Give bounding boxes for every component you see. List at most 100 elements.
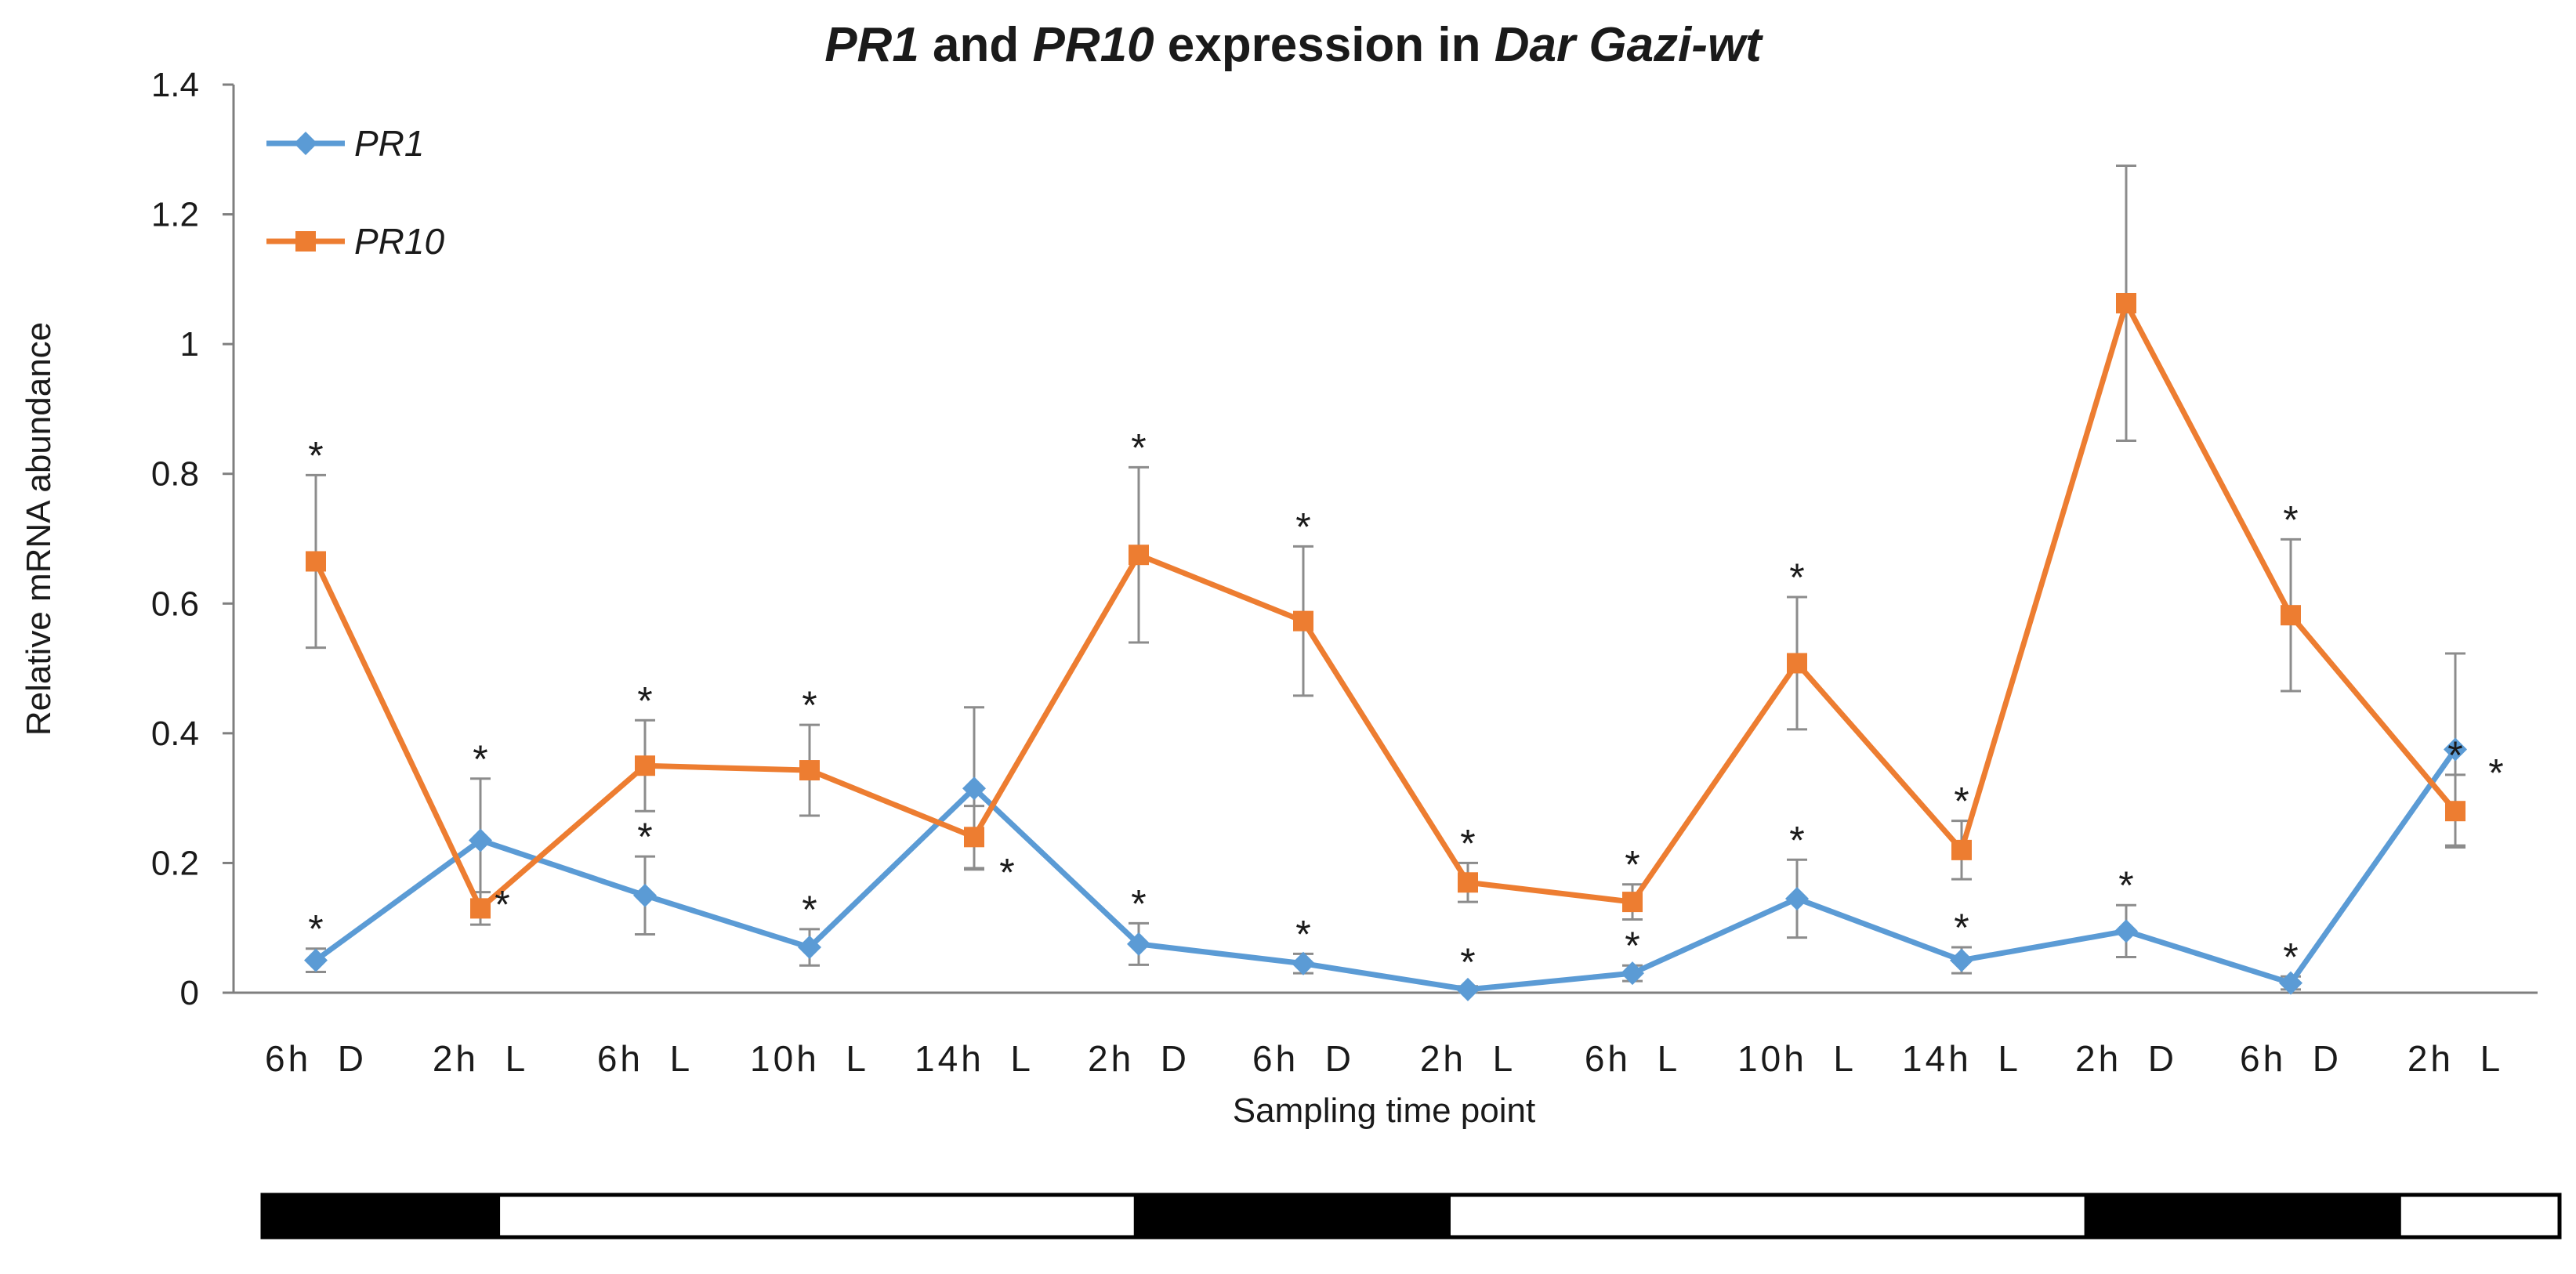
data-point-pr10 <box>2445 801 2465 822</box>
significance-star-pr1: * <box>473 737 487 781</box>
y-tick-label: 1.4 <box>151 66 199 104</box>
data-point-pr10 <box>1951 839 1972 860</box>
x-tick-label: 2h L <box>2408 1038 2503 1079</box>
significance-star-pr10: * <box>1789 556 1804 599</box>
data-point-pr1 <box>1950 948 1973 972</box>
data-point-pr10 <box>635 755 655 776</box>
photoperiod-dark-segment <box>263 1195 501 1237</box>
legend-marker-pr1 <box>294 132 317 155</box>
photoperiod-bar <box>260 1193 2562 1240</box>
significance-star-pr10: * <box>1460 821 1475 865</box>
x-tick-label: 14h L <box>1902 1038 2021 1079</box>
data-point-pr1 <box>2444 737 2467 762</box>
photoperiod-light-segment <box>2400 1195 2560 1237</box>
error-bars <box>306 164 2465 994</box>
significance-star-pr1: * <box>1460 940 1475 984</box>
x-tick-label: 6h L <box>597 1038 693 1079</box>
significance-star-pr10: * <box>2283 498 2298 541</box>
significance-star-pr1: * <box>1954 906 1969 950</box>
significance-star-pr1: * <box>802 888 817 932</box>
data-point-pr1 <box>962 776 986 801</box>
significance-star-pr1: * <box>637 815 652 859</box>
chart-title-part: expression in <box>1154 18 1495 72</box>
y-tick-label: 1 <box>180 325 199 364</box>
data-point-pr1 <box>798 936 821 960</box>
x-tick-label: 10h L <box>1737 1038 1857 1079</box>
data-point-pr10 <box>470 898 491 919</box>
data-point-pr1 <box>1785 886 1809 910</box>
significance-star-pr10: * <box>1131 425 1146 469</box>
significance-star-pr10: * <box>999 850 1014 894</box>
data-point-pr10 <box>306 551 326 572</box>
photoperiod-bar-outline <box>260 1193 2562 1240</box>
data-point-pr1 <box>1127 932 1150 956</box>
data-point-pr10 <box>1787 653 1807 674</box>
photoperiod-dark-segment <box>2084 1195 2401 1237</box>
y-axis-label-group: Relative mRNA abundance <box>20 322 58 736</box>
y-tick-label: 0 <box>180 974 199 1012</box>
data-point-pr10 <box>1622 892 1643 913</box>
legend-label-pr10: PR10 <box>354 221 444 262</box>
chart-title: PR1 and PR10 expression in Dar Gazi-wt <box>824 18 1763 72</box>
x-tick-label: 2h L <box>1420 1038 1516 1079</box>
significance-star-pr10: * <box>1954 780 1969 823</box>
x-tick-label: 6h D <box>1252 1038 1354 1079</box>
x-axis-label: Sampling time point <box>1233 1091 1535 1130</box>
series-lines <box>313 300 2458 993</box>
y-tick-label: 0.8 <box>151 455 199 494</box>
significance-star-pr1: * <box>2283 935 2298 979</box>
significance-star-pr1: * <box>2488 751 2503 795</box>
y-tick-label: 0.4 <box>151 715 199 753</box>
x-tick-label: 2h D <box>2075 1038 2177 1079</box>
significance-star-pr1: * <box>308 907 323 951</box>
significance-star-pr1: * <box>1625 924 1639 968</box>
data-point-pr1 <box>2279 971 2302 995</box>
chart-title-part: Dar Gazi-wt <box>1495 18 1763 72</box>
data-point-pr1 <box>1621 961 1644 986</box>
axes <box>223 83 2538 994</box>
legend-label-pr1: PR1 <box>354 123 424 164</box>
data-point-pr1 <box>2114 919 2138 943</box>
significance-stars: * * * * * * * * * * * * * * * * * * * * * * * * * * <box>308 425 2503 983</box>
data-point-pr1 <box>1292 951 1315 975</box>
series-line-pr10 <box>313 300 2458 911</box>
significance-star-pr1: * <box>1295 912 1310 956</box>
data-point-pr10 <box>2281 605 2301 626</box>
x-tick-label: 10h L <box>750 1038 869 1079</box>
significance-star-pr10: * <box>1625 843 1639 887</box>
data-point-pr10 <box>1293 610 1313 632</box>
legend-marker-pr10 <box>295 231 316 252</box>
y-tick-labels: 0 0.2 0.4 0.6 0.8 1 1.2 1.4 <box>151 66 199 1012</box>
legend: PR1 PR10 <box>266 123 444 262</box>
data-point-pr10 <box>799 760 820 781</box>
data-point-pr1 <box>633 883 657 907</box>
significance-star-pr10: * <box>1295 505 1310 548</box>
chart-title-part: and <box>919 18 1033 72</box>
photoperiod-dark-segment <box>1133 1195 1451 1237</box>
x-tick-label: 2h D <box>1088 1038 1190 1079</box>
data-point-pr1 <box>1456 977 1480 1001</box>
significance-star-pr1: * <box>2118 863 2133 907</box>
y-tick-label: 1.2 <box>151 196 199 234</box>
x-tick-labels: 6h D 2h L 6h L 10h L 14h L 2h D 6h D 2h L 6h L 10… <box>265 1038 2503 1079</box>
data-point-pr1 <box>469 828 492 852</box>
significance-star-pr10: * <box>495 882 509 926</box>
y-tick-label: 0.2 <box>151 844 199 882</box>
photoperiod-light-segment <box>1451 1195 2085 1237</box>
data-point-pr10 <box>964 827 984 848</box>
y-tick-label: 0.6 <box>151 585 199 623</box>
data-point-pr1 <box>304 948 328 972</box>
significance-star-pr10: * <box>802 683 817 727</box>
data-point-pr10 <box>2116 292 2136 313</box>
x-tick-label: 6h L <box>1585 1038 1680 1079</box>
series-line-pr1 <box>313 747 2458 993</box>
significance-star-pr10: * <box>637 679 652 722</box>
x-tick-label: 6h D <box>2240 1038 2342 1079</box>
y-axis-label: Relative mRNA abundance <box>20 322 58 736</box>
x-tick-label: 14h L <box>915 1038 1034 1079</box>
x-tick-label: 2h L <box>433 1038 528 1079</box>
chart-title-part: PR10 <box>1032 18 1154 72</box>
significance-star-pr1: * <box>1789 818 1804 862</box>
series-markers <box>304 292 2467 1001</box>
